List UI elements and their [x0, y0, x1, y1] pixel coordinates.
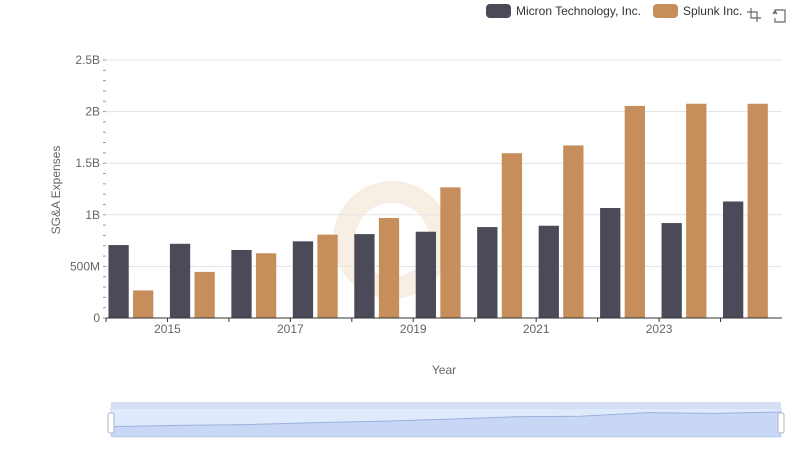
zoom-icon[interactable] — [745, 6, 763, 24]
data-zoom-top-bar — [111, 402, 781, 408]
y-axis-label: SG&A Expenses — [49, 146, 63, 235]
bar-splunk-2021 — [563, 145, 584, 318]
bar-micron-2018 — [354, 234, 375, 318]
bar-micron-2016 — [231, 249, 252, 318]
x-tick-label: 2015 — [154, 322, 181, 336]
legend-swatch-splunk — [652, 4, 678, 18]
legend-item-micron[interactable]: Micron Technology, Inc. — [486, 4, 641, 18]
bar-splunk-2018 — [378, 217, 400, 318]
bar-splunk-2022 — [624, 105, 645, 318]
bar-micron-2019 — [415, 231, 437, 318]
bar-splunk-2016 — [255, 253, 277, 318]
x-tick-label: 2017 — [277, 322, 304, 336]
data-zoom-area — [111, 412, 781, 437]
legend-item-splunk[interactable]: Splunk Inc. — [652, 4, 743, 18]
x-tick-label: 2023 — [646, 322, 673, 336]
bar-splunk-2017 — [317, 234, 338, 318]
y-tick-label: 2.5B — [75, 53, 100, 67]
y-tick-label: 2B — [85, 105, 100, 119]
x-axis-label: Year — [432, 363, 456, 377]
data-zoom-line — [110, 411, 782, 428]
x-tick-label: 2021 — [523, 322, 550, 336]
bar-micron-2014 — [108, 245, 129, 318]
legend-swatch-micron — [486, 4, 511, 18]
legend-label-micron: Micron Technology, Inc. — [516, 4, 641, 18]
bar-micron-2020 — [477, 227, 498, 318]
toolbox — [745, 6, 789, 24]
x-tick-label: 2019 — [400, 322, 427, 336]
y-tick-label: 1B — [85, 208, 100, 222]
bar-splunk-2023 — [686, 103, 707, 318]
axes: 0 500M 1B 1.5B 2B 2.5B 2015 2017 2019 2021 2023 — [70, 53, 782, 336]
legend-label-splunk: Splunk Inc. — [682, 4, 743, 18]
bar-micron-2022 — [600, 207, 621, 318]
bar-splunk-2014 — [133, 290, 154, 318]
bar-micron-2023 — [661, 223, 682, 318]
bar-splunk-2019 — [440, 187, 461, 318]
restore-icon[interactable] — [771, 6, 789, 24]
bar-micron-2021 — [538, 225, 559, 318]
bar-splunk-2015 — [194, 271, 215, 318]
y-tick-label: 0 — [93, 311, 100, 325]
bar-micron-2015 — [169, 243, 191, 318]
data-zoom-right-handle — [777, 412, 785, 434]
bars — [108, 103, 768, 318]
y-tick-label: 1.5B — [75, 156, 100, 170]
bar-micron-2017 — [292, 241, 314, 318]
y-tick-label: 500M — [70, 259, 100, 273]
legend: Micron Technology, Inc. Splunk Inc. — [486, 4, 754, 18]
bar-micron-2024 — [723, 201, 744, 318]
data-zoom-left-handle — [107, 412, 115, 434]
bar-splunk-2024 — [747, 103, 768, 318]
data-zoom-slider[interactable] — [107, 402, 785, 438]
bar-splunk-2020 — [501, 153, 523, 318]
